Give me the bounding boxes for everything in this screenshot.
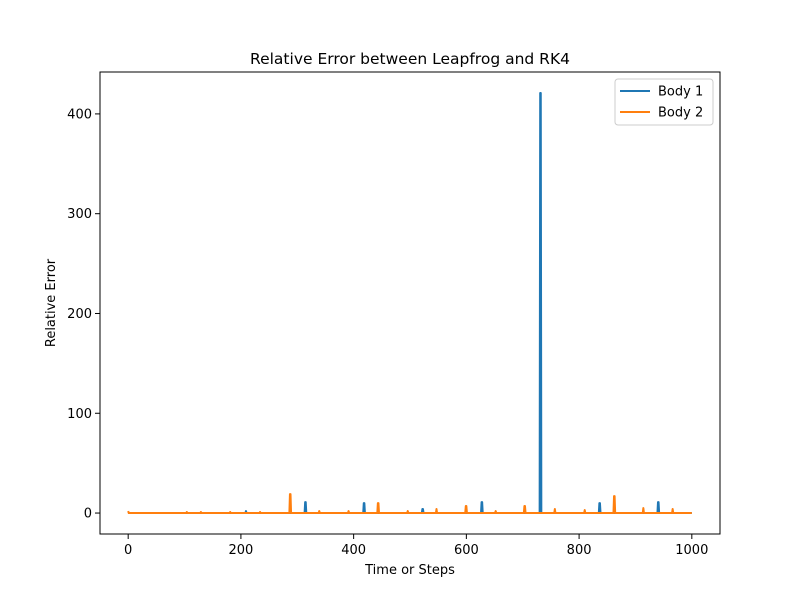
y-tick-label: 300 (67, 207, 92, 222)
y-tick-label: 400 (67, 107, 92, 122)
axes-frame (99, 71, 721, 535)
y-axis-label: Relative Error (44, 258, 59, 347)
plot-area (127, 91, 692, 515)
legend: Body 1 Body 2 (614, 78, 714, 126)
chart-title: Relative Error between Leapfrog and RK4 (250, 50, 570, 68)
x-tick-label: 1000 (675, 543, 708, 558)
x-tick-label: 600 (454, 543, 479, 558)
x-axis: 0 200 400 600 800 1000 (124, 534, 708, 558)
legend-label-body-1: Body 1 (658, 85, 703, 100)
series-line-body-2 (127, 493, 692, 515)
y-axis: 0 100 200 300 400 (67, 107, 100, 522)
y-tick-label: 100 (67, 407, 92, 422)
series-line-body-1 (128, 91, 692, 515)
y-tick-label: 0 (84, 507, 92, 522)
legend-label-body-2: Body 2 (658, 106, 703, 121)
x-tick-label: 400 (341, 543, 366, 558)
x-axis-label: Time or Steps (364, 563, 455, 578)
y-tick-label: 200 (67, 307, 92, 322)
x-tick-label: 800 (567, 543, 592, 558)
x-tick-label: 200 (228, 543, 253, 558)
x-tick-label: 0 (124, 543, 132, 558)
